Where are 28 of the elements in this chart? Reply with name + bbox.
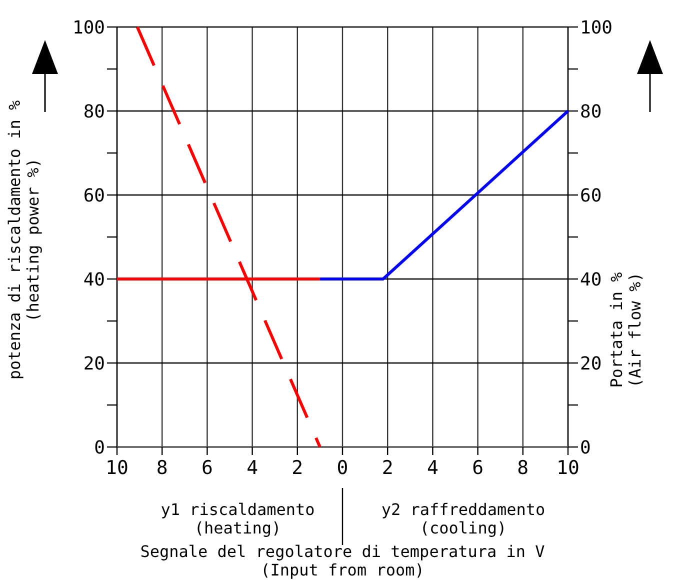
y-tick-label: 20: [83, 353, 105, 374]
y2-tick-label: 40: [580, 269, 602, 290]
x-tick-label: 2: [292, 457, 304, 479]
x-tick-label: 8: [156, 457, 168, 479]
y2-tick-label: 80: [580, 101, 602, 122]
y-tick-label: 0: [94, 437, 105, 458]
x-tick-label: 0: [336, 457, 348, 479]
x-tick-label: 6: [201, 457, 213, 479]
x-tick-label: 2: [382, 457, 394, 479]
y-tick-label: 80: [83, 101, 105, 122]
x-tick-label: 10: [106, 457, 128, 479]
y-tick-label: 60: [83, 185, 105, 206]
text: y1 riscaldamento (heating): [160, 500, 315, 538]
y-tick-label: 40: [83, 269, 105, 290]
x-tick-label: 4: [246, 457, 258, 479]
y2-tick-label: 20: [580, 353, 602, 374]
y2-tick-label: 60: [580, 185, 602, 206]
x-axis-title: Segnale del regolatore di temperatura in V (Input from room): [140, 542, 546, 580]
text: y2 raffreddamento (cooling): [381, 500, 546, 538]
y2-tick-label: 0: [580, 437, 591, 458]
y-axis-title: potenza di riscaldamento in % (heating power %): [5, 100, 42, 380]
x-tick-label: 10: [556, 457, 580, 479]
x-tick-label: 8: [517, 457, 529, 479]
y-tick-label: 100: [72, 17, 105, 38]
y2-axis-title: Portata in % (Air flow %): [607, 272, 644, 388]
y2-tick-label: 100: [580, 17, 613, 38]
x-tick-label: 6: [472, 457, 484, 479]
x-tick-label: 4: [426, 457, 438, 479]
